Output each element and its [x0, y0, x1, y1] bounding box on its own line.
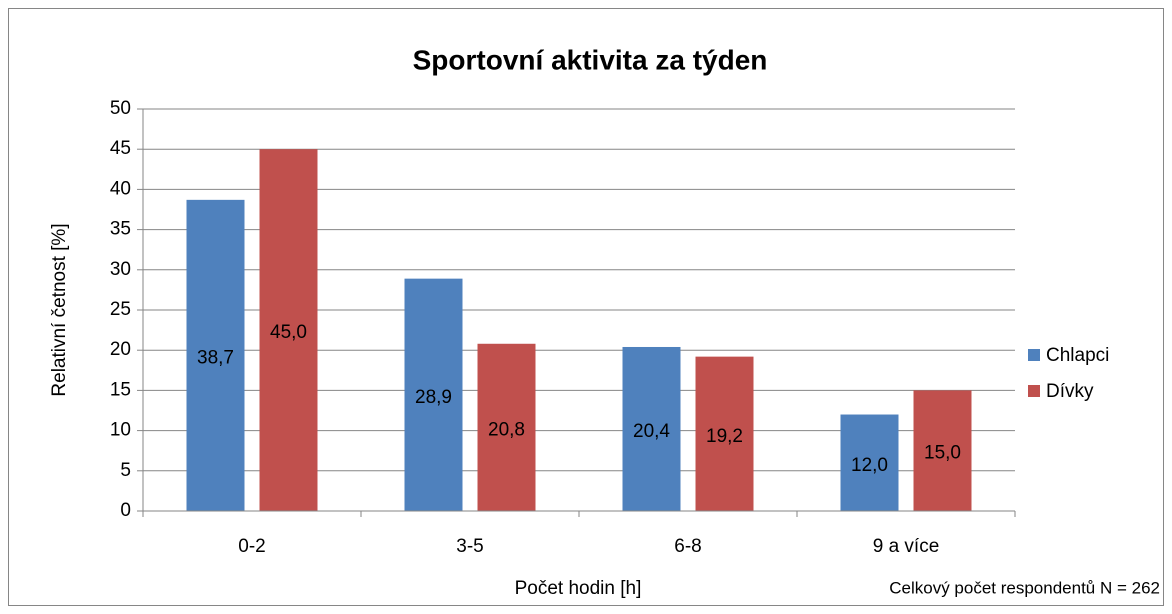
bar: [840, 414, 899, 511]
y-axis-title: Relativní četnost [%]: [49, 223, 70, 396]
bar: [622, 346, 681, 511]
x-axis-title: Počet hodin [h]: [515, 578, 642, 599]
y-tick-label: 50: [110, 98, 131, 119]
bar: [186, 199, 245, 512]
x-tick-label: 0-2: [238, 536, 265, 557]
value-label: 15,0: [924, 443, 961, 464]
bar: [695, 356, 754, 511]
y-tick-label: 35: [110, 219, 131, 240]
y-tick-label: 30: [110, 259, 131, 280]
x-tick-label: 3-5: [456, 536, 483, 557]
bar: [477, 343, 536, 511]
bar: [404, 278, 463, 511]
legend-swatch: [1028, 349, 1040, 361]
x-tick-label: 9 a více: [873, 536, 940, 557]
y-tick-label: 10: [110, 420, 131, 441]
y-tick-label: 15: [110, 379, 131, 400]
y-tick-label: 0: [120, 500, 131, 521]
y-tick-label: 40: [110, 178, 131, 199]
value-label: 19,2: [706, 426, 743, 447]
value-label: 45,0: [270, 322, 307, 343]
value-label: 12,0: [851, 455, 888, 476]
chart-title: Sportovní aktivita za týden: [413, 44, 768, 75]
chart-border: [8, 8, 1164, 606]
legend-label: Chlapci: [1046, 345, 1109, 366]
y-tick-label: 25: [110, 299, 131, 320]
y-tick-label: 20: [110, 339, 131, 360]
value-label: 38,7: [197, 347, 234, 368]
annotation: Celkový počet respondentů N = 262: [889, 578, 1160, 597]
bar: [259, 149, 318, 511]
value-label: 20,4: [633, 421, 670, 442]
legend-swatch: [1028, 385, 1040, 397]
bar: [913, 390, 972, 511]
x-tick-label: 6-8: [674, 536, 701, 557]
value-label: 20,8: [488, 419, 525, 440]
y-tick-label: 5: [120, 460, 131, 481]
legend-label: Dívky: [1046, 381, 1094, 402]
y-tick-label: 45: [110, 138, 131, 159]
value-label: 28,9: [415, 387, 452, 408]
